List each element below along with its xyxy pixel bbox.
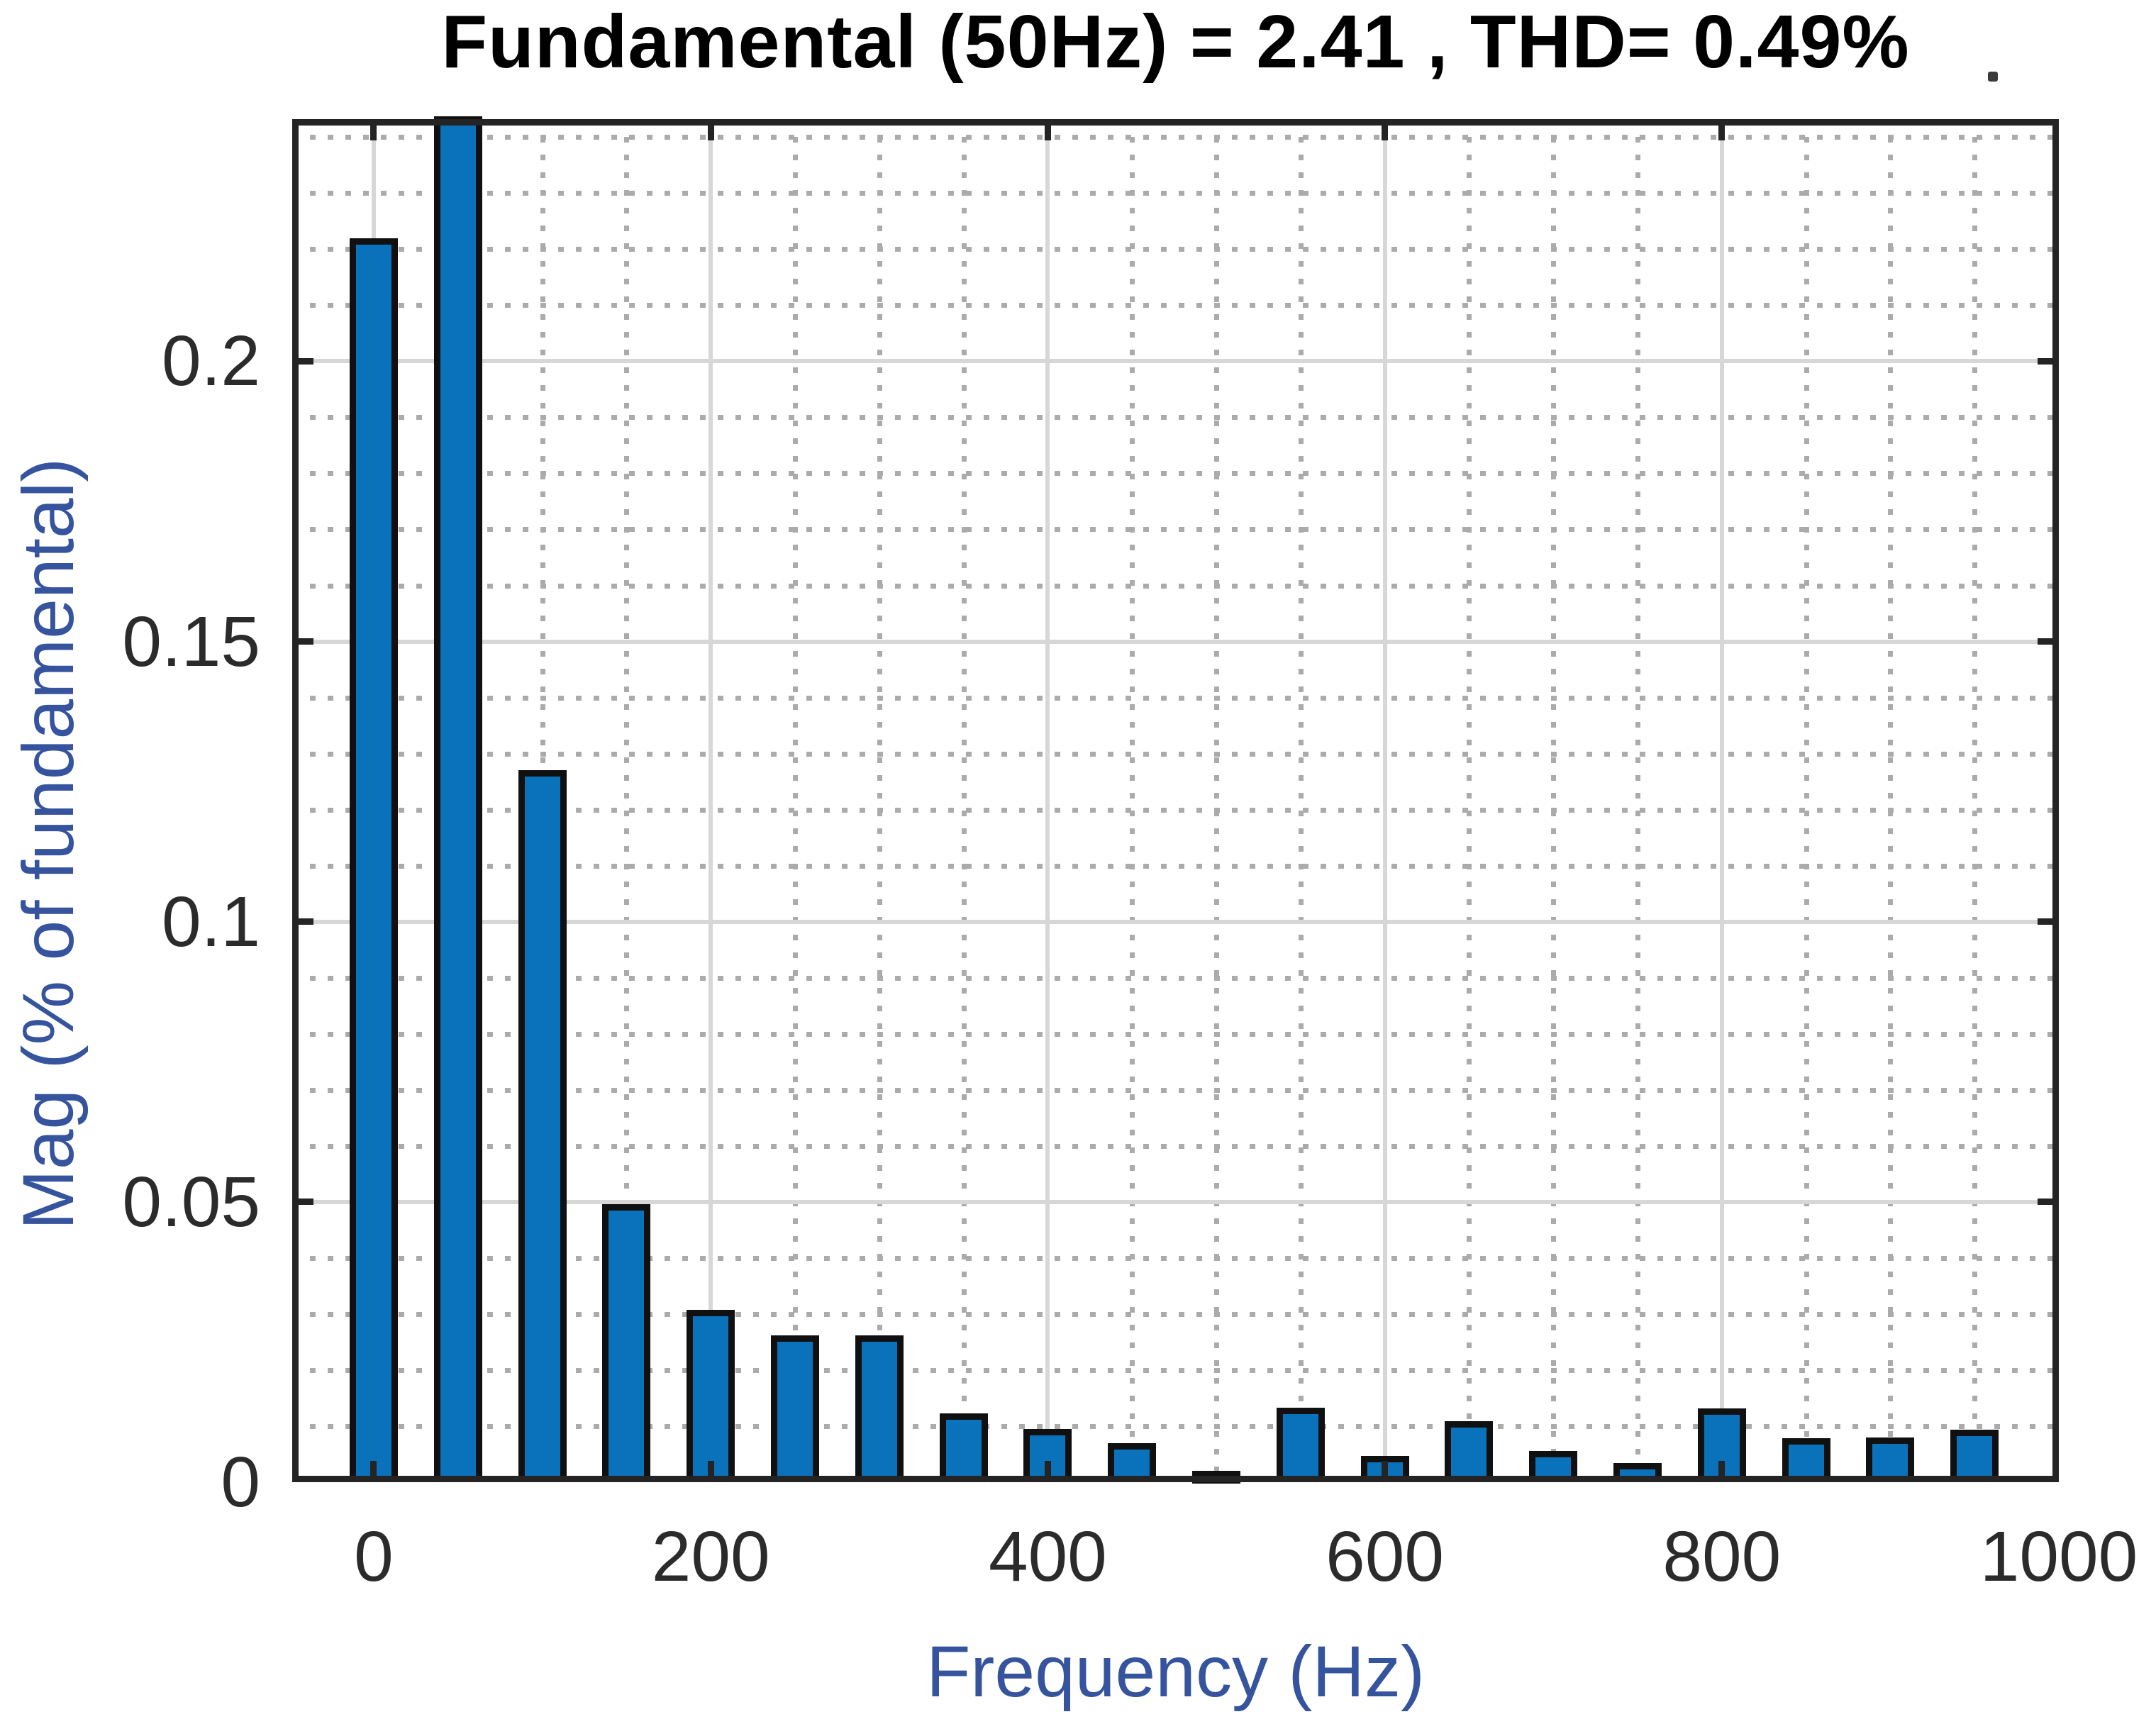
minor-gridline-y (292, 1143, 2059, 1149)
x-tick (1718, 1461, 1726, 1482)
x-tick-label: 1000 (1979, 1517, 2138, 1596)
bar-200hz (687, 1310, 735, 1482)
bar-0hz (349, 238, 398, 1482)
y-tick (292, 357, 313, 365)
minor-gridline-y (292, 303, 2059, 308)
y-tick-right (2038, 638, 2059, 645)
y-tick (292, 918, 313, 925)
x-tick-label: 0 (354, 1517, 394, 1596)
x-tick-top (1382, 119, 1389, 140)
chart-title: Fundamental (50Hz) = 2.41 , THD= 0.49% (441, 0, 1910, 84)
y-tick-right (2038, 1199, 2059, 1206)
minor-gridline-y (292, 695, 2059, 701)
y-tick (292, 1199, 313, 1206)
y-tick-right (2038, 918, 2059, 925)
tick-layer (292, 119, 2059, 1482)
bar-350hz (939, 1413, 988, 1482)
minor-gridline-x (877, 119, 882, 1482)
x-tick (1044, 1461, 1051, 1482)
y-axis-label: Mag (% of fundamental) (8, 457, 89, 1230)
x-tick-top (2055, 119, 2059, 140)
major-gridline-x (709, 119, 713, 1482)
y-tick-right (2038, 1479, 2059, 1482)
bar-150hz (602, 1204, 651, 1482)
x-tick-top (707, 119, 714, 140)
x-tick-top (1718, 119, 1726, 140)
y-tick-label: 0 (221, 1442, 260, 1522)
axes-frame (292, 119, 2059, 1482)
x-tick (370, 1461, 377, 1482)
minor-gridline-y (292, 471, 2059, 477)
minor-gridline-y (292, 975, 2059, 981)
minor-gridline-x (1888, 119, 1894, 1482)
minor-gridline-x (961, 119, 967, 1482)
minor-gridline-x (1213, 119, 1219, 1482)
major-gridline-x (1045, 119, 1050, 1482)
minor-gridline-x (792, 119, 798, 1482)
x-tick-top (370, 119, 377, 140)
minor-gridline-y (292, 1255, 2059, 1261)
y-tick (292, 1479, 313, 1482)
minor-gridline-y (292, 1031, 2059, 1037)
minor-gridline-y (292, 583, 2059, 589)
minor-gridline-y (292, 1367, 2059, 1373)
minor-gridline-y (292, 1087, 2059, 1093)
y-tick-label: 0.1 (161, 882, 260, 962)
minor-gridline-x (1298, 119, 1304, 1482)
minor-gridline-x (1972, 119, 1978, 1482)
major-gridline-y (292, 1199, 2059, 1204)
x-tick-label: 800 (1662, 1517, 1782, 1596)
minor-gridline-y (292, 191, 2059, 196)
bar-950hz (1950, 1429, 1999, 1482)
major-gridline-y (292, 639, 2059, 644)
minor-gridline-y (292, 751, 2059, 757)
minor-gridline-x (624, 119, 630, 1482)
x-tick-label: 400 (988, 1517, 1107, 1596)
minor-gridline-y (292, 527, 2059, 533)
x-tick (2055, 1461, 2059, 1482)
x-axis-label: Frequency (Hz) (926, 1631, 1425, 1712)
y-tick (292, 638, 313, 645)
x-tick (1382, 1461, 1389, 1482)
y-tick-label: 0.05 (122, 1162, 260, 1242)
major-gridline-y (292, 919, 2059, 924)
minor-gridline-y (292, 247, 2059, 252)
grid-layer (292, 119, 2059, 1482)
minor-gridline-y (292, 415, 2059, 421)
y-tick-label: 0.15 (122, 601, 260, 682)
minor-gridline-y (292, 863, 2059, 869)
major-gridline-y (292, 359, 2059, 364)
x-tick-label: 200 (651, 1517, 770, 1596)
minor-gridline-x (1804, 119, 1809, 1482)
plot-area (292, 116, 2059, 1484)
minor-gridline-y (292, 1423, 2059, 1429)
minor-gridline-x (1551, 119, 1557, 1482)
bar-250hz (770, 1335, 819, 1482)
minor-gridline-y (292, 1311, 2059, 1317)
y-tick-label: 0.2 (161, 321, 260, 401)
y-tick-right (2038, 357, 2059, 365)
x-tick (707, 1461, 714, 1482)
bar-650hz (1445, 1420, 1494, 1482)
minor-gridline-x (1130, 119, 1135, 1482)
minor-gridline-x (1635, 119, 1640, 1482)
major-gridline-x (1719, 119, 1724, 1482)
title-stray-dot (1988, 72, 1998, 82)
major-gridline-x (1382, 119, 1387, 1482)
bar-100hz (518, 770, 567, 1482)
x-tick-label: 600 (1326, 1517, 1445, 1596)
minor-gridline-y (292, 135, 2059, 140)
x-tick-top (1044, 119, 1051, 140)
minor-gridline-x (1467, 119, 1472, 1482)
minor-gridline-y (292, 807, 2059, 813)
